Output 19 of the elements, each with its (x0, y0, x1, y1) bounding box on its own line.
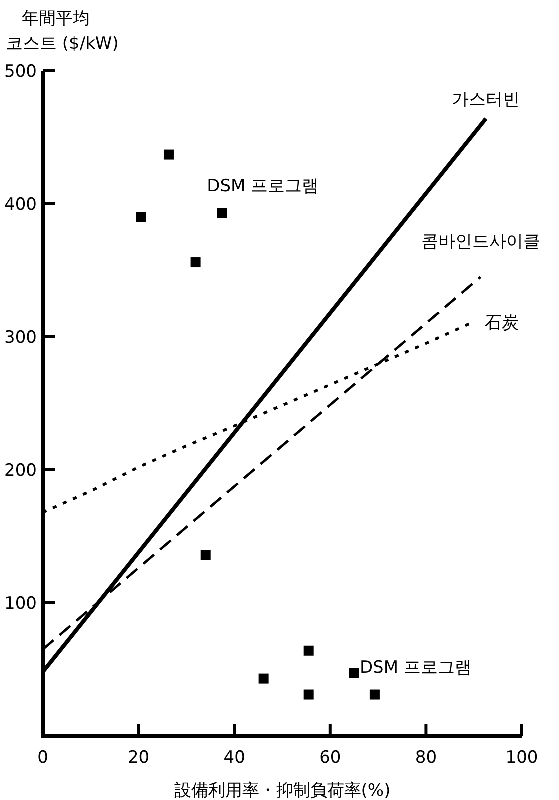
annotation: 石炭 (485, 313, 520, 334)
xtick: 100 (506, 748, 538, 768)
ytick: 100 (4, 594, 37, 614)
xtick: 20 (128, 748, 150, 768)
xtick: 40 (224, 748, 246, 768)
ytick: 300 (4, 328, 37, 348)
ytick: 400 (4, 195, 37, 215)
xtick: 60 (320, 748, 342, 768)
ytick: 500 (4, 62, 37, 82)
annotation: 가스터빈 (452, 90, 520, 110)
series-name: DSM 프로그램 (207, 176, 320, 196)
ylabel: 年間平均 (22, 9, 90, 29)
ylabel: 코스트 ($/kW) (6, 34, 119, 54)
ytick: 200 (4, 461, 37, 481)
xtick: 80 (415, 748, 438, 768)
series-name: DSM 프로그램 (360, 658, 472, 678)
xtick: 0 (38, 748, 48, 768)
xlabel: 設備利用率・抑制負荷率(%) (174, 781, 391, 800)
annotation: 콤바인드사이클 (421, 232, 540, 252)
